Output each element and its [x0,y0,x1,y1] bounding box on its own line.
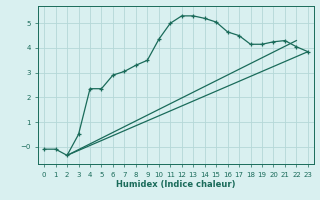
X-axis label: Humidex (Indice chaleur): Humidex (Indice chaleur) [116,180,236,189]
